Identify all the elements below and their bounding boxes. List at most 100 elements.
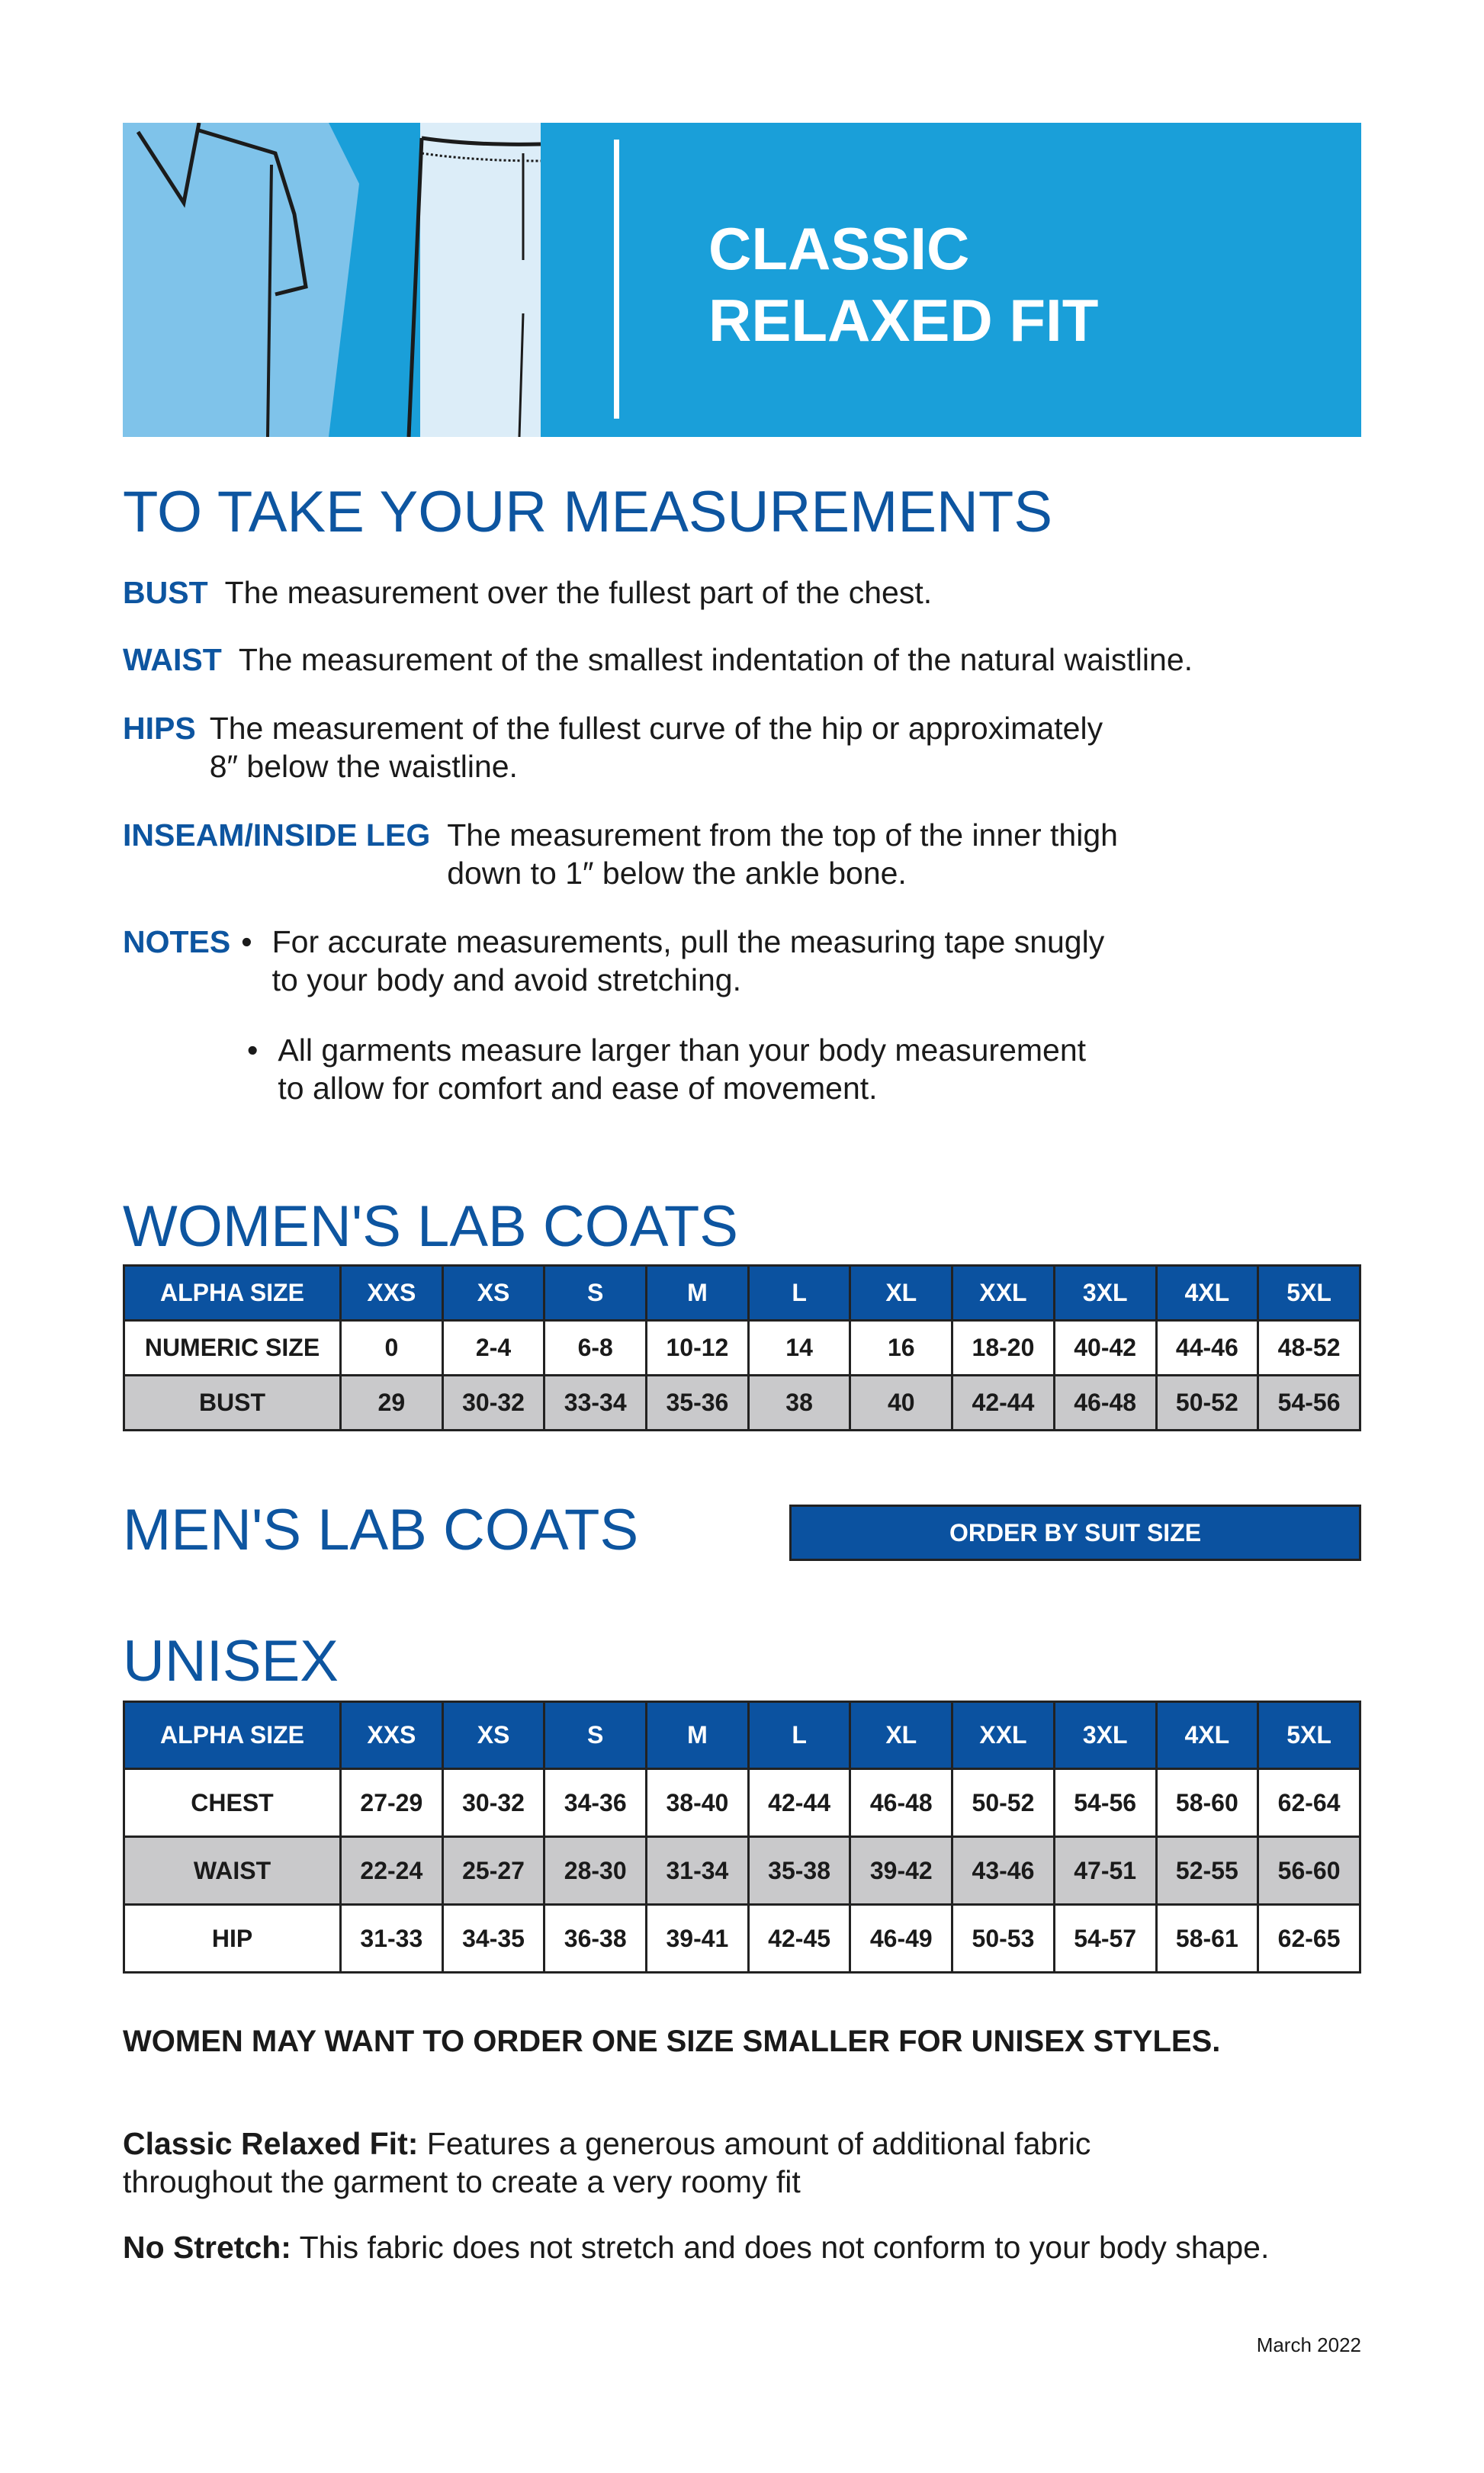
table-cell: 38	[747, 1374, 852, 1431]
table-cell: 35-38	[747, 1835, 852, 1906]
table-cell: 22-24	[339, 1835, 444, 1906]
table-cell: 42-44	[747, 1768, 852, 1838]
table-cell: 18-20	[951, 1319, 1055, 1376]
fit-label: Classic Relaxed Fit:	[123, 2126, 419, 2161]
table-cell: 34-36	[543, 1768, 648, 1838]
term: BUST	[123, 575, 208, 610]
table-cell: 52-55	[1155, 1835, 1260, 1906]
term: INSEAM/INSIDE LEG	[123, 817, 431, 853]
column-header: L	[747, 1701, 852, 1770]
column-header: ALPHA SIZE	[123, 1264, 342, 1322]
table-cell: 46-48	[849, 1768, 954, 1838]
table-cell: 38-40	[645, 1768, 750, 1838]
table-row: BUST 29 30-32 33-34 35-36 38 40 42-44 46-48 50-52…	[123, 1374, 1361, 1431]
table-cell: 31-34	[645, 1835, 750, 1906]
column-header: S	[543, 1264, 648, 1322]
column-header: 4XL	[1155, 1264, 1260, 1322]
womens-heading: WOMEN'S LAB COATS	[123, 1194, 738, 1259]
date: March 2022	[1256, 2333, 1361, 2356]
table-cell: 62-64	[1257, 1768, 1361, 1838]
table-cell: 50-52	[1155, 1374, 1260, 1431]
table-row: CHEST 27-29 30-32 34-36 38-40 42-44 46-48 50-52…	[123, 1768, 1361, 1838]
def-hips: HIPS The measurement of the fullest curve…	[123, 709, 1103, 785]
column-header: S	[543, 1701, 648, 1770]
row-header: NUMERIC SIZE	[123, 1319, 342, 1376]
header-row: ALPHA SIZE XXS XS S M L XL XXL 3XL 4XL 5XL	[123, 1264, 1361, 1322]
women-note: WOMEN MAY WANT TO ORDER ONE SIZE SMALLER…	[123, 2025, 1221, 2058]
table-cell: 28-30	[543, 1835, 648, 1906]
table-cell: 58-61	[1155, 1903, 1260, 1974]
header-banner: CLASSIC RELAXED FIT	[123, 123, 1361, 437]
fit-text: Features a generous amount of additional…	[123, 2126, 1091, 2199]
garment-illustration	[123, 123, 550, 437]
note: All garments measure larger than your bo…	[278, 1033, 1087, 1106]
column-header: ALPHA SIZE	[123, 1701, 342, 1770]
table-cell: 10-12	[645, 1319, 750, 1376]
unisex-size-table: ALPHA SIZE XXS XS S M L XL XXL 3XL 4XL 5XL CHEST 27…	[123, 1701, 1361, 1974]
stretch-description: No Stretch: This fabric does not stretch…	[123, 2228, 1419, 2266]
table-cell: 58-60	[1155, 1768, 1260, 1838]
fit-description: Classic Relaxed Fit: Features a generous…	[123, 2125, 1419, 2201]
table-cell: 40-42	[1052, 1319, 1158, 1376]
row-header: WAIST	[123, 1835, 342, 1906]
table-cell: 31-33	[339, 1903, 444, 1974]
table-cell: 40	[849, 1374, 954, 1431]
title-line-1: CLASSIC	[708, 215, 970, 282]
def-waist: WAIST The measurement of the smallest ind…	[123, 641, 1193, 679]
term: WAIST	[123, 642, 222, 677]
table-cell: 6-8	[543, 1319, 648, 1376]
definition: The measurement from the top of the inne…	[447, 817, 1118, 891]
column-header: XXS	[339, 1264, 444, 1322]
stretch-label: No Stretch:	[123, 2230, 291, 2265]
banner-title: CLASSIC RELAXED FIT	[708, 213, 1098, 356]
table-cell: 47-51	[1052, 1835, 1158, 1906]
column-header: XS	[441, 1264, 546, 1322]
table-cell: 36-38	[543, 1903, 648, 1974]
table-cell: 50-52	[951, 1768, 1055, 1838]
divider	[614, 140, 619, 419]
column-header: 5XL	[1257, 1264, 1361, 1322]
table-cell: 0	[339, 1319, 444, 1376]
definition: The measurement of the smallest indentat…	[238, 642, 1193, 677]
def-bust: BUST The measurement over the fullest par…	[123, 573, 932, 612]
table-cell: 34-35	[441, 1903, 546, 1974]
table-cell: 27-29	[339, 1768, 444, 1838]
table-row: WAIST 22-24 25-27 28-30 31-34 35-38 39-42 43-46…	[123, 1835, 1361, 1906]
column-header: XS	[441, 1701, 546, 1770]
table-cell: 54-56	[1052, 1768, 1158, 1838]
notes: NOTES • For accurate measurements, pull th…	[123, 924, 1105, 997]
mens-heading: MEN'S LAB COATS	[123, 1498, 639, 1562]
table-cell: 54-56	[1257, 1374, 1361, 1431]
table-cell: 39-42	[849, 1835, 954, 1906]
definition: The measurement of the fullest curve of …	[209, 711, 1103, 784]
table-cell: 16	[849, 1319, 954, 1376]
notes-2: • All garments measure larger than your b…	[247, 1033, 1087, 1106]
def-inseam: INSEAM/INSIDE LEG The measurement from th…	[123, 816, 1118, 892]
column-header: 3XL	[1052, 1264, 1158, 1322]
term: HIPS	[123, 711, 196, 746]
column-header: 5XL	[1257, 1701, 1361, 1770]
note: For accurate measurements, pull the meas…	[271, 924, 1105, 997]
table-cell: 54-57	[1052, 1903, 1158, 1974]
table-cell: 56-60	[1257, 1835, 1361, 1906]
unisex-heading: UNISEX	[123, 1629, 339, 1694]
table-cell: 62-65	[1257, 1903, 1361, 1974]
table-cell: 39-41	[645, 1903, 750, 1974]
header-row: ALPHA SIZE XXS XS S M L XL XXL 3XL 4XL 5XL	[123, 1701, 1361, 1770]
measurements-heading: TO TAKE YOUR MEASUREMENTS	[123, 480, 1053, 544]
row-header: BUST	[123, 1374, 342, 1431]
table-cell: 2-4	[441, 1319, 546, 1376]
table-cell: 46-48	[1052, 1374, 1158, 1431]
table-cell: 33-34	[543, 1374, 648, 1431]
table-row: HIP 31-33 34-35 36-38 39-41 42-45 46-49 50-53 54…	[123, 1903, 1361, 1974]
table-cell: 46-49	[849, 1903, 954, 1974]
column-header: M	[645, 1701, 750, 1770]
order-by-suit-size-button[interactable]: ORDER BY SUIT SIZE	[789, 1505, 1361, 1561]
row-header: CHEST	[123, 1768, 342, 1838]
definition: The measurement over the fullest part of…	[224, 575, 933, 610]
table-cell: 48-52	[1257, 1319, 1361, 1376]
table-cell: 29	[339, 1374, 444, 1431]
column-header: 4XL	[1155, 1701, 1260, 1770]
table-cell: 30-32	[441, 1768, 546, 1838]
column-header: XXL	[951, 1264, 1055, 1322]
